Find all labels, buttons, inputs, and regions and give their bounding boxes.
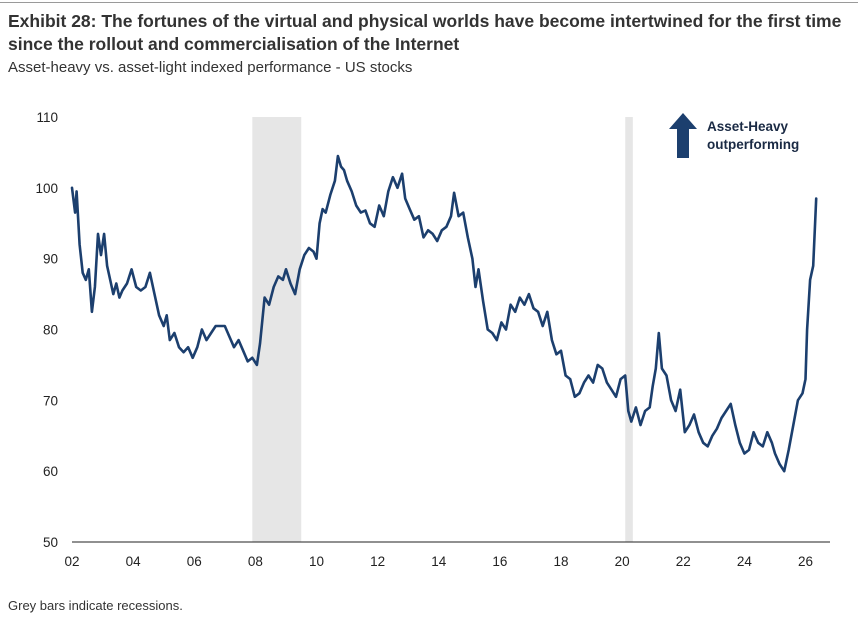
chart-subtitle: Asset-heavy vs. asset-light indexed perf…: [8, 59, 413, 76]
x-tick-label: 18: [554, 554, 569, 569]
top-rule: [0, 2, 858, 3]
x-tick-labels: 02 04 06 08 10 12 14 16 18 20 22 24 26: [64, 554, 813, 569]
x-tick-label: 08: [248, 554, 263, 569]
recession-bars: [252, 117, 633, 542]
annotation: Asset-Heavy outperforming: [669, 113, 799, 158]
y-tick-label: 100: [35, 181, 58, 196]
annotation-line-1: Asset-Heavy: [707, 119, 789, 134]
x-tick-label: 22: [676, 554, 691, 569]
series-lines: [70, 154, 818, 473]
x-tick-label: 12: [370, 554, 385, 569]
x-tick-label: 02: [64, 554, 79, 569]
recession-bar-1: [625, 117, 633, 542]
x-tick-label: 16: [492, 554, 507, 569]
y-tick-label: 90: [43, 252, 58, 267]
y-tick-label: 50: [43, 535, 58, 550]
x-tick-label: 04: [126, 554, 142, 569]
up-arrow-icon: [669, 113, 697, 158]
x-tick-label: 06: [187, 554, 202, 569]
annotation-line-2: outperforming: [707, 137, 799, 152]
x-tick-label: 10: [309, 554, 324, 569]
recession-bar-0: [252, 117, 302, 542]
y-tick-label: 70: [43, 393, 58, 408]
series-line-0: [70, 154, 818, 473]
y-tick-label: 80: [43, 323, 58, 338]
y-tick-label: 60: [43, 464, 58, 479]
y-tick-labels: 50 60 70 80 90 100 110: [35, 110, 58, 550]
footnote: Grey bars indicate recessions.: [8, 598, 183, 613]
x-tick-label: 20: [615, 554, 630, 569]
x-tick-label: 14: [431, 554, 447, 569]
chart-title: Exhibit 28: The fortunes of the virtual …: [8, 11, 842, 54]
y-tick-label: 110: [36, 110, 58, 125]
x-tick-label: 26: [798, 554, 813, 569]
x-tick-label: 24: [737, 554, 753, 569]
